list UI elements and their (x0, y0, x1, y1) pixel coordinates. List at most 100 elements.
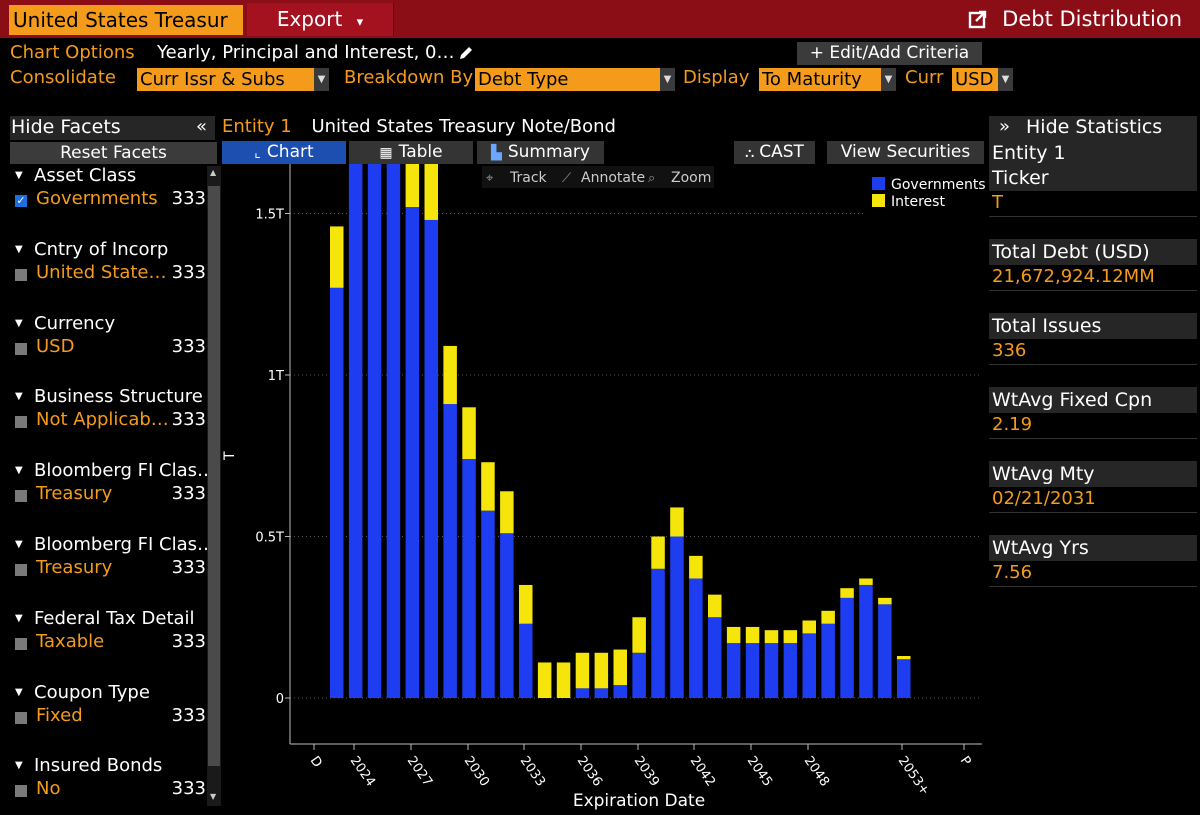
chevron-down-icon[interactable]: ▼ (998, 68, 1013, 91)
facet-value[interactable]: Governments (36, 188, 158, 209)
bar-governments[interactable] (405, 207, 420, 698)
bar-governments[interactable] (764, 643, 779, 698)
bar-interest[interactable] (519, 584, 533, 624)
tab-chart[interactable]: ⌞ Chart (222, 141, 346, 164)
chevron-down-icon[interactable]: ▼ (314, 68, 329, 91)
facet-value[interactable]: Treasury (36, 557, 113, 578)
edit-add-criteria-button[interactable]: + Edit/Add Criteria (797, 42, 982, 65)
facet-checkbox[interactable] (15, 416, 27, 429)
facet-value[interactable]: United State… (36, 261, 167, 283)
bar-governments[interactable] (670, 536, 684, 699)
bar-governments[interactable] (651, 568, 665, 698)
bar-governments[interactable] (348, 164, 363, 698)
bar-governments[interactable] (594, 688, 609, 698)
bar-governments[interactable] (632, 652, 646, 698)
facet-expand-icon[interactable]: ▼ (15, 317, 23, 329)
facet-checkbox[interactable]: ✓ (15, 194, 27, 207)
bar-interest[interactable] (424, 164, 439, 220)
bar-governments[interactable] (859, 584, 873, 698)
popout-icon[interactable] (968, 9, 988, 29)
facet-checkbox[interactable] (15, 637, 27, 650)
bar-interest[interactable] (689, 555, 703, 579)
facet-expand-icon[interactable]: ▼ (15, 243, 23, 255)
debt-distribution-chart[interactable]: 00.5T1T1.5T2T2.5T3TD20242027203020332036… (220, 164, 988, 813)
pencil-icon[interactable] (457, 44, 475, 62)
reset-facets-button[interactable]: Reset Facets (10, 142, 217, 164)
facet-title[interactable]: Cntry of Incorp (34, 238, 169, 260)
facet-value[interactable]: Not Applicab… (36, 409, 169, 431)
view-securities-button[interactable]: View Securities (827, 141, 984, 164)
bar-interest[interactable] (405, 164, 420, 208)
bar-interest[interactable] (802, 620, 817, 634)
facets-scrollbar[interactable]: ▲ ▼ (207, 166, 221, 806)
facet-title[interactable]: Coupon Type (34, 681, 150, 703)
hide-facets-bar[interactable]: Hide Facets « (10, 116, 215, 140)
scroll-down-icon[interactable]: ▼ (210, 792, 217, 801)
collapse-icon[interactable]: « (195, 116, 207, 137)
annotate-button[interactable]: Annotate (581, 170, 645, 186)
bar-interest[interactable] (594, 652, 609, 689)
bar-governments[interactable] (443, 404, 457, 698)
chevron-down-icon[interactable]: ▼ (660, 68, 675, 91)
bar-governments[interactable] (330, 287, 344, 698)
bar-governments[interactable] (840, 597, 854, 698)
breakdown-dropdown[interactable]: Debt Type (475, 68, 660, 91)
scroll-up-icon[interactable]: ▲ (210, 168, 217, 177)
bar-governments[interactable] (726, 643, 741, 698)
bar-governments[interactable] (708, 617, 722, 698)
facet-title[interactable]: Asset Class (34, 165, 137, 186)
bar-interest[interactable] (783, 630, 798, 644)
bar-governments[interactable] (802, 633, 817, 698)
cast-button[interactable]: ⛬ CAST (734, 141, 815, 164)
bar-interest[interactable] (840, 588, 854, 598)
facet-value[interactable]: Taxable (36, 630, 105, 652)
bar-governments[interactable] (519, 623, 533, 698)
facet-title[interactable]: Bloomberg FI Clas… (34, 534, 216, 555)
bar-governments[interactable] (821, 623, 835, 698)
bar-interest[interactable] (575, 652, 590, 689)
bar-governments[interactable] (367, 164, 382, 698)
bar-interest[interactable] (764, 630, 779, 644)
security-ticker-field[interactable]: United States Treasur (9, 5, 243, 35)
facet-title[interactable]: Insured Bonds (34, 755, 163, 777)
facet-title[interactable]: Federal Tax Detail (34, 607, 195, 629)
facet-title[interactable]: Business Structure (34, 386, 203, 408)
bar-governments[interactable] (462, 458, 476, 698)
scrollbar-thumb[interactable] (208, 186, 220, 766)
bar-interest[interactable] (481, 462, 495, 511)
bar-governments[interactable] (500, 533, 514, 698)
facet-expand-icon[interactable]: ▼ (15, 170, 23, 181)
bar-interest[interactable] (537, 662, 552, 698)
facet-title[interactable]: Currency (34, 312, 116, 334)
facet-checkbox[interactable] (15, 268, 27, 281)
bar-interest[interactable] (330, 226, 344, 288)
bar-governments[interactable] (897, 659, 911, 698)
bar-governments[interactable] (745, 643, 760, 698)
zoom-button[interactable]: Zoom (671, 170, 711, 186)
track-button[interactable]: Track (509, 170, 548, 186)
facet-value[interactable]: No (36, 778, 61, 800)
bar-interest[interactable] (878, 597, 892, 605)
chevron-down-icon[interactable]: ▼ (881, 68, 896, 91)
facet-expand-icon[interactable]: ▼ (15, 686, 23, 698)
facet-value[interactable]: Treasury (36, 483, 113, 505)
facet-checkbox[interactable] (15, 711, 27, 724)
bar-interest[interactable] (443, 345, 457, 405)
facet-expand-icon[interactable]: ▼ (15, 465, 23, 477)
bar-governments[interactable] (575, 688, 590, 698)
facet-value[interactable]: Fixed (36, 704, 83, 726)
bar-interest[interactable] (462, 407, 476, 459)
facet-value[interactable]: USD (36, 335, 75, 357)
bar-governments[interactable] (689, 578, 703, 698)
consolidate-dropdown[interactable]: Curr Issr & Subs (137, 68, 314, 91)
facet-checkbox[interactable] (15, 342, 27, 355)
tab-table[interactable]: ▦ Table (349, 141, 473, 164)
facet-checkbox[interactable] (15, 564, 27, 576)
bar-interest[interactable] (670, 507, 684, 537)
bar-interest[interactable] (859, 578, 873, 585)
facet-expand-icon[interactable]: ▼ (15, 612, 23, 624)
facet-checkbox[interactable] (15, 490, 27, 503)
bar-governments[interactable] (424, 219, 439, 698)
export-button[interactable]: Export ▾ (247, 3, 394, 36)
bar-interest[interactable] (632, 617, 646, 653)
